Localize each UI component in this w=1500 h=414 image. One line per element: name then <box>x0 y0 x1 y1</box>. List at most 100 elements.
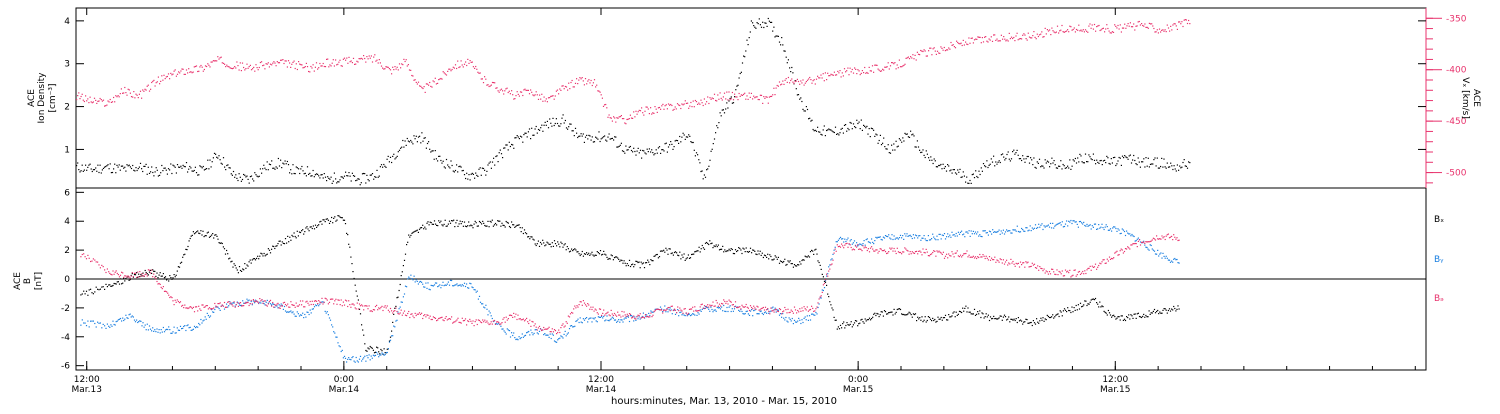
by-point <box>197 327 198 328</box>
x-tick-date: Mar.14 <box>586 385 617 395</box>
bz-point <box>624 311 625 312</box>
bx-point <box>895 313 896 314</box>
density-point <box>976 176 977 177</box>
bz-point <box>386 307 387 308</box>
bz-point <box>245 303 246 304</box>
density-point <box>188 169 189 170</box>
density-point <box>276 166 277 167</box>
density-point <box>1103 160 1104 161</box>
bz-point <box>340 304 341 305</box>
density-point <box>718 122 719 123</box>
bz-point <box>292 305 293 306</box>
density-point <box>995 161 996 162</box>
density-point <box>1087 161 1088 162</box>
by-point <box>791 320 792 321</box>
vx-point <box>431 87 432 88</box>
vx-point <box>588 79 589 80</box>
by-point <box>107 324 108 325</box>
by-point <box>566 335 567 336</box>
density-point <box>874 136 875 137</box>
bz-point <box>828 271 829 272</box>
vx-point <box>314 71 315 72</box>
vx-point <box>157 81 158 82</box>
vx-point <box>217 56 218 57</box>
bx-point <box>391 331 392 332</box>
density-point <box>669 144 670 145</box>
bx-point <box>341 217 342 218</box>
density-point <box>107 164 108 165</box>
bx-point <box>532 239 533 240</box>
bx-point <box>253 258 254 259</box>
density-point <box>791 67 792 68</box>
density-point <box>230 167 231 168</box>
vx-point <box>517 91 518 92</box>
density-point <box>342 177 343 178</box>
vx-point <box>801 82 802 83</box>
density-point <box>87 167 88 168</box>
density-point <box>213 157 214 158</box>
bz-point <box>514 316 515 317</box>
density-point <box>306 175 307 176</box>
vx-point <box>171 74 172 75</box>
density-point <box>667 152 668 153</box>
density-point <box>953 169 954 170</box>
density-point <box>416 136 417 137</box>
density-point <box>77 162 78 163</box>
density-point <box>832 131 833 132</box>
bz-point <box>130 277 131 278</box>
by-point <box>708 309 709 310</box>
bx-point <box>447 225 448 226</box>
bz-point <box>159 283 160 284</box>
density-point <box>520 136 521 137</box>
by-point <box>260 303 261 304</box>
vx-point <box>643 115 644 116</box>
by-point <box>529 334 530 335</box>
bx-point <box>1132 318 1133 319</box>
vx-point <box>214 60 215 61</box>
vx-point <box>350 61 351 62</box>
by-point <box>504 330 505 331</box>
vx-point <box>950 42 951 43</box>
density-point <box>85 165 86 166</box>
vx-point <box>381 66 382 67</box>
vx-point <box>353 58 354 59</box>
bz-point <box>1008 262 1009 263</box>
bx-point <box>199 233 200 234</box>
vx-point <box>577 83 578 84</box>
density-point <box>124 167 125 168</box>
by-point <box>319 304 320 305</box>
vx-point <box>427 84 428 85</box>
top-panel-frame <box>76 8 1426 188</box>
bz-point <box>339 300 340 301</box>
vx-point <box>1147 27 1148 28</box>
bz-point <box>660 309 661 310</box>
vx-point <box>641 107 642 108</box>
bx-point <box>438 220 439 221</box>
density-point <box>123 168 124 169</box>
vx-point <box>285 60 286 61</box>
vx-point <box>333 59 334 60</box>
bz-point <box>287 304 288 305</box>
density-point <box>635 155 636 156</box>
vx-point <box>637 114 638 115</box>
by-point <box>1113 226 1114 227</box>
vx-point <box>328 66 329 67</box>
density-point <box>922 149 923 150</box>
by-point <box>873 243 874 244</box>
bx-point <box>180 263 181 264</box>
bz-point <box>176 302 177 303</box>
bx-point <box>96 287 97 288</box>
bx-point <box>889 312 890 313</box>
vx-point <box>781 84 782 85</box>
bz-point <box>111 274 112 275</box>
vx-point <box>297 69 298 70</box>
vx-point <box>230 67 231 68</box>
bz-point <box>746 304 747 305</box>
vx-point <box>189 72 190 73</box>
bz-point <box>234 301 235 302</box>
density-point <box>830 130 831 131</box>
by-point <box>358 361 359 362</box>
bz-point <box>933 250 934 251</box>
by-point <box>718 307 719 308</box>
vx-point <box>985 36 986 37</box>
